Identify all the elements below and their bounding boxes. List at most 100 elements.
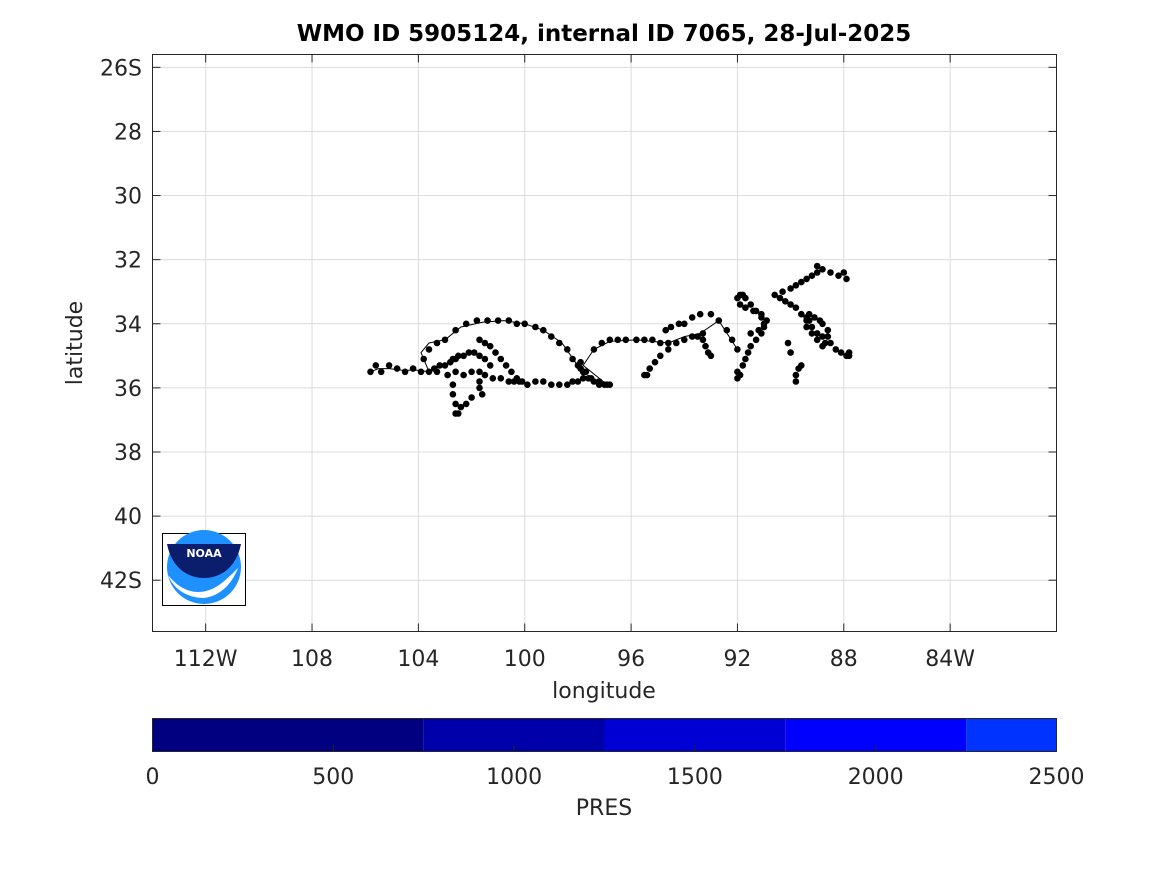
profile-point bbox=[702, 342, 709, 350]
x-tick-label: 88 bbox=[830, 647, 858, 672]
profile-point bbox=[564, 381, 571, 389]
profile-point bbox=[441, 362, 449, 369]
profile-point bbox=[548, 381, 555, 389]
y-tick-label: 30 bbox=[114, 185, 142, 210]
profile-point bbox=[747, 330, 754, 337]
profile-point bbox=[582, 368, 590, 376]
profile-point bbox=[803, 275, 810, 283]
y-tick-label: 34 bbox=[114, 313, 142, 338]
profile-point bbox=[723, 326, 731, 334]
profile-point bbox=[827, 339, 834, 347]
profile-point bbox=[468, 394, 475, 401]
profile-point bbox=[744, 349, 752, 356]
colorbar-segment bbox=[152, 718, 424, 752]
profile-point bbox=[813, 336, 821, 344]
profile-point bbox=[742, 304, 749, 312]
profile-point bbox=[569, 378, 576, 385]
profile-point bbox=[494, 317, 502, 324]
profile-point bbox=[792, 371, 800, 379]
profile-point bbox=[481, 355, 489, 363]
profile-point bbox=[518, 378, 526, 385]
profile-point bbox=[577, 358, 584, 366]
profile-point bbox=[688, 333, 696, 340]
x-tick-label: 100 bbox=[504, 647, 546, 672]
colorbar-segment bbox=[966, 718, 1057, 752]
profile-point bbox=[476, 352, 483, 360]
profile-point bbox=[502, 362, 510, 369]
profile-point bbox=[734, 346, 741, 353]
profile-point bbox=[824, 326, 832, 334]
noaa-logo: NOAA bbox=[162, 530, 246, 606]
profile-point bbox=[470, 349, 478, 356]
x-tick-label: 112W bbox=[174, 647, 238, 672]
colorbar-ticks: 0 500 1000 1500 2000 2500 bbox=[146, 745, 1085, 790]
y-tick-label: 38 bbox=[114, 441, 142, 466]
profile-point bbox=[688, 314, 696, 321]
colorbar-tick-label: 1500 bbox=[667, 765, 723, 790]
profile-point bbox=[524, 381, 531, 389]
profile-point bbox=[696, 310, 704, 318]
y-axis-label: latitude bbox=[63, 301, 88, 385]
profile-point bbox=[455, 410, 462, 417]
profile-point bbox=[452, 400, 459, 408]
chart-title: WMO ID 5905124, internal ID 7065, 28-Jul… bbox=[297, 21, 912, 47]
trajectory-track bbox=[370, 319, 738, 386]
profile-point bbox=[465, 349, 473, 356]
profile-point bbox=[486, 342, 494, 350]
profile-point bbox=[367, 368, 374, 376]
profile-point bbox=[837, 349, 845, 356]
profile-point bbox=[420, 355, 428, 363]
colorbar-segments bbox=[152, 718, 1057, 752]
profile-point bbox=[595, 378, 603, 385]
profile-point bbox=[460, 371, 467, 379]
profile-point bbox=[548, 333, 555, 340]
x-tick-label: 84W bbox=[925, 647, 975, 672]
profile-point bbox=[813, 330, 821, 337]
profile-point bbox=[665, 339, 672, 347]
x-tick-label: 104 bbox=[397, 647, 439, 672]
profile-point bbox=[484, 317, 491, 324]
profile-point bbox=[673, 339, 680, 347]
profile-point bbox=[760, 320, 768, 328]
profile-point bbox=[657, 352, 664, 360]
profile-point bbox=[803, 317, 810, 324]
profile-point bbox=[843, 275, 850, 283]
profile-point bbox=[455, 352, 462, 360]
profile-point bbox=[460, 352, 467, 360]
profile-point bbox=[486, 362, 494, 369]
profile-point bbox=[736, 301, 744, 308]
profile-point bbox=[452, 326, 459, 334]
y-tick-label: 26S bbox=[100, 56, 142, 81]
profile-point bbox=[819, 266, 826, 273]
profile-point bbox=[694, 333, 701, 340]
profile-point bbox=[816, 317, 824, 324]
profile-point bbox=[598, 339, 606, 347]
profile-point bbox=[532, 378, 539, 385]
profile-point bbox=[736, 371, 744, 379]
profile-point bbox=[803, 323, 810, 331]
profile-point bbox=[840, 269, 848, 276]
profile-point bbox=[505, 317, 513, 324]
profile-point bbox=[728, 336, 736, 344]
y-tick-label: 42S bbox=[100, 569, 142, 594]
profile-point bbox=[787, 349, 794, 356]
profile-point bbox=[747, 342, 754, 350]
profile-point bbox=[513, 320, 521, 328]
profile-point bbox=[462, 400, 470, 408]
profile-point bbox=[808, 272, 816, 280]
profile-point bbox=[521, 320, 528, 328]
profile-point bbox=[758, 314, 765, 321]
y-tick-label: 32 bbox=[114, 249, 142, 274]
profile-point bbox=[540, 378, 547, 385]
profile-point bbox=[675, 320, 683, 328]
profile-point bbox=[707, 310, 715, 318]
y-tick-label: 40 bbox=[114, 505, 142, 530]
profile-point bbox=[827, 269, 834, 276]
profile-point bbox=[476, 378, 483, 385]
profile-point bbox=[473, 317, 481, 324]
y-axis-ticks: 26S 28 30 32 34 36 38 40 42S bbox=[100, 56, 1057, 594]
plot-frame bbox=[152, 54, 1057, 632]
profile-point bbox=[497, 355, 505, 363]
profile-point bbox=[478, 391, 486, 398]
